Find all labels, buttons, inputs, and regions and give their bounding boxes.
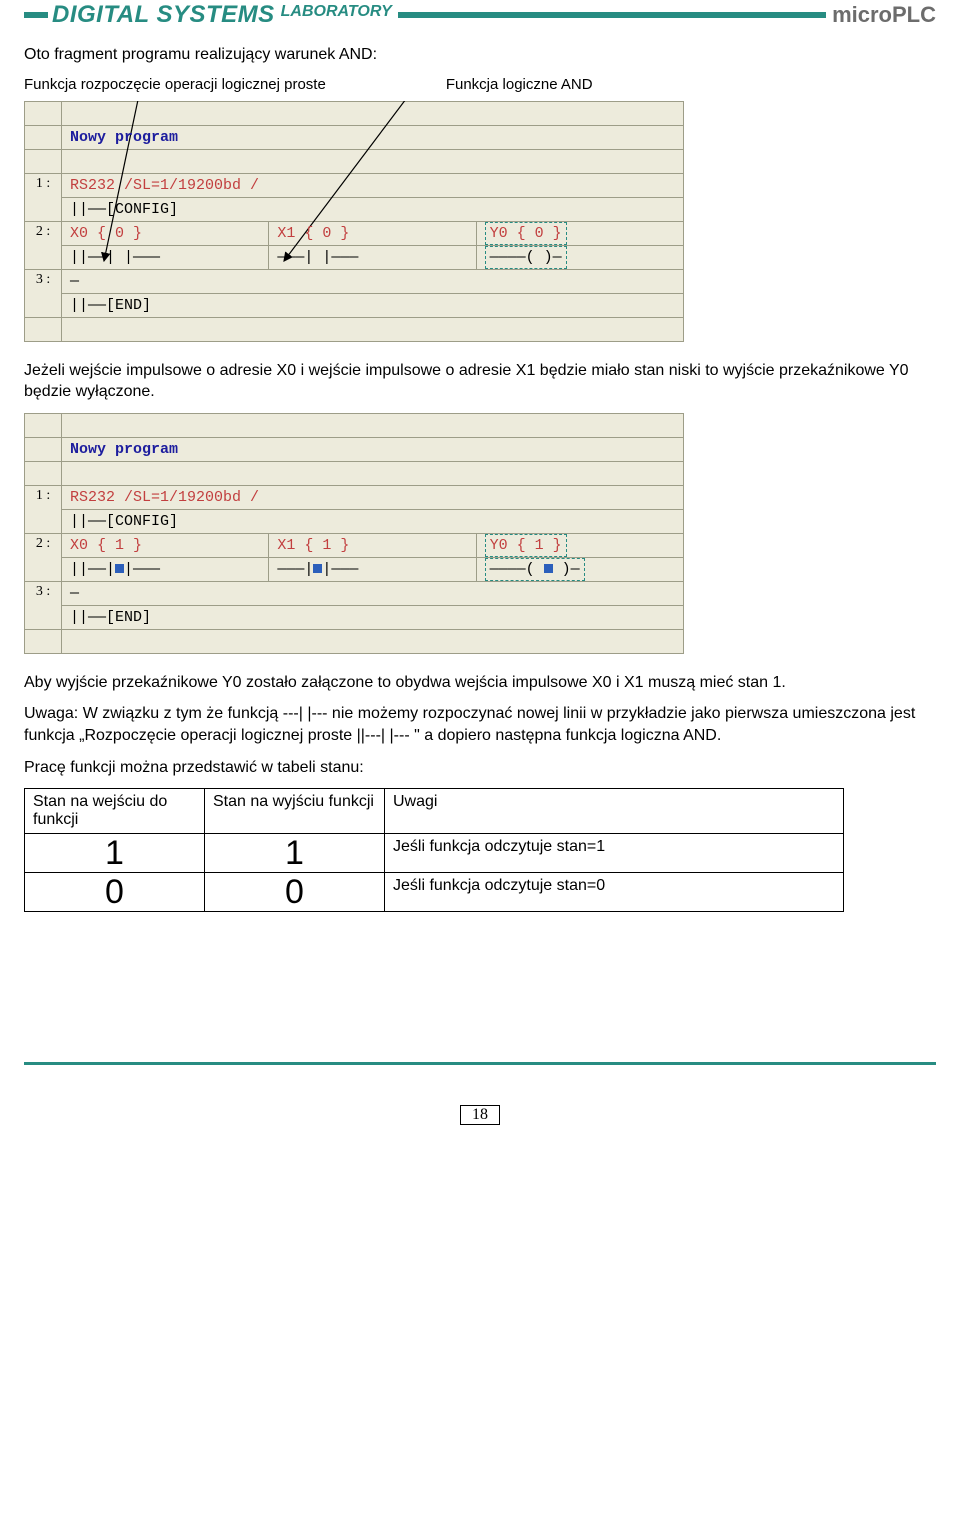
header-title-main: DIGITAL SYSTEMS: [52, 1, 275, 29]
header-title-sub: LABORATORY: [281, 3, 392, 21]
state-out: 1: [205, 834, 385, 873]
row-num: 2 :: [36, 224, 50, 239]
row-num: 1 :: [36, 176, 50, 191]
config-label: RS232 /SL=1/19200bd /: [70, 177, 259, 194]
note-paragraph: Uwaga: W związku z tym że funkcją ---| |…: [24, 703, 936, 746]
state-table-header-row: Stan na wejściu do funkcji Stan na wyjśc…: [25, 789, 844, 834]
row-num: 1 :: [36, 488, 50, 503]
ladder2-row1-label: 1 : RS232 /SL=1/19200bd /: [25, 485, 684, 509]
config-rail: ||——[CONFIG]: [70, 513, 178, 530]
ladder2-row3-rail: ||——[END]: [25, 605, 684, 629]
ladder-diagram-2-wrap: Nowy program 1 : RS232 /SL=1/19200bd / |…: [24, 413, 936, 654]
state-table: Stan na wejściu do funkcji Stan na wyjśc…: [24, 788, 844, 912]
ladder2-title-row: Nowy program: [25, 437, 684, 461]
ladder2-row2-label: 2 : X0 { 1 } X1 { 1 } Y0 { 1 }: [25, 533, 684, 557]
ladder1-row3-label: 3 : —: [25, 269, 684, 293]
x0-contact: ||——| |———: [70, 249, 160, 266]
ladder2-row1-rail: ||——[CONFIG]: [25, 509, 684, 533]
y0-active-icon: [544, 564, 553, 573]
state-table-row: 1 1 Jeśli funkcja odczytuje stan=1: [25, 834, 844, 873]
ladder-diagram-1: Nowy program 1 : RS232 /SL=1/19200bd / |…: [24, 101, 684, 342]
header-bar-mid: [398, 12, 826, 18]
function-labels: Funkcja rozpoczęcie operacji logicznej p…: [24, 76, 936, 93]
intro-line: Oto fragment programu realizujący warune…: [24, 44, 936, 66]
end-rail: ||——[END]: [70, 297, 151, 314]
x0-label: X0 { 1 }: [70, 537, 142, 554]
x1-label: X1 { 1 }: [277, 537, 349, 554]
ladder2-row3-label: 3 : —: [25, 581, 684, 605]
footer-rule: [24, 1062, 936, 1065]
state-table-h3: Uwagi: [385, 789, 844, 834]
x1-active-icon: [313, 564, 322, 573]
ladder1-title: Nowy program: [70, 129, 178, 146]
config-rail: ||——[CONFIG]: [70, 201, 178, 218]
state-table-h1: Stan na wejściu do funkcji: [25, 789, 205, 834]
row-num: 3 :: [36, 584, 50, 599]
ladder1-row2-rail: ||——| |——— ———| |——— ————( )—: [25, 245, 684, 269]
y0-coil: ————( )—: [490, 249, 562, 266]
header-title-right: microPLC: [832, 2, 936, 28]
x0-label: X0 { 0 }: [70, 225, 142, 242]
ladder1-row3-rail: ||——[END]: [25, 293, 684, 317]
label-and-function: Funkcja logiczne AND: [446, 76, 593, 93]
state-note: Jeśli funkcja odczytuje stan=1: [385, 834, 844, 873]
end-rail: ||——[END]: [70, 609, 151, 626]
page-header: DIGITAL SYSTEMS LABORATORY microPLC: [24, 4, 936, 26]
y0-label: Y0 { 1 }: [490, 537, 562, 554]
page-number: 18: [460, 1105, 500, 1125]
ladder-diagram-1-wrap: Nowy program 1 : RS232 /SL=1/19200bd / |…: [24, 101, 936, 342]
table-intro: Pracę funkcji można przedstawić w tabeli…: [24, 757, 936, 779]
ladder1-row2-label: 2 : X0 { 0 } X1 { 0 } Y0 { 0 }: [25, 221, 684, 245]
ladder-diagram-2: Nowy program 1 : RS232 /SL=1/19200bd / |…: [24, 413, 684, 654]
config-label: RS232 /SL=1/19200bd /: [70, 489, 259, 506]
state-table-h2: Stan na wyjściu funkcji: [205, 789, 385, 834]
ladder1-row1-label: 1 : RS232 /SL=1/19200bd /: [25, 173, 684, 197]
page: DIGITAL SYSTEMS LABORATORY microPLC Oto …: [0, 0, 960, 1149]
ladder2-row2-rail: ||——||——— ———||——— ————( )—: [25, 557, 684, 581]
ladder1-header-row: [25, 101, 684, 125]
ladder1-row1-rail: ||——[CONFIG]: [25, 197, 684, 221]
state-note: Jeśli funkcja odczytuje stan=0: [385, 873, 844, 912]
mid-paragraph: Jeżeli wejście impulsowe o adresie X0 i …: [24, 360, 936, 403]
x0-active-icon: [115, 564, 124, 573]
row-num: 2 :: [36, 536, 50, 551]
row-num: 3 :: [36, 272, 50, 287]
state-in: 1: [25, 834, 205, 873]
ladder1-title-row: Nowy program: [25, 125, 684, 149]
state-table-row: 0 0 Jeśli funkcja odczytuje stan=0: [25, 873, 844, 912]
header-bar-left: [24, 12, 48, 18]
state-in: 0: [25, 873, 205, 912]
ladder2-title: Nowy program: [70, 441, 178, 458]
after-ladder2-paragraph: Aby wyjście przekaźnikowe Y0 zostało zał…: [24, 672, 936, 694]
x1-contact: ———| |———: [277, 249, 358, 266]
label-start-function: Funkcja rozpoczęcie operacji logicznej p…: [24, 76, 326, 93]
y0-label: Y0 { 0 }: [490, 225, 562, 242]
x1-label: X1 { 0 }: [277, 225, 349, 242]
state-out: 0: [205, 873, 385, 912]
